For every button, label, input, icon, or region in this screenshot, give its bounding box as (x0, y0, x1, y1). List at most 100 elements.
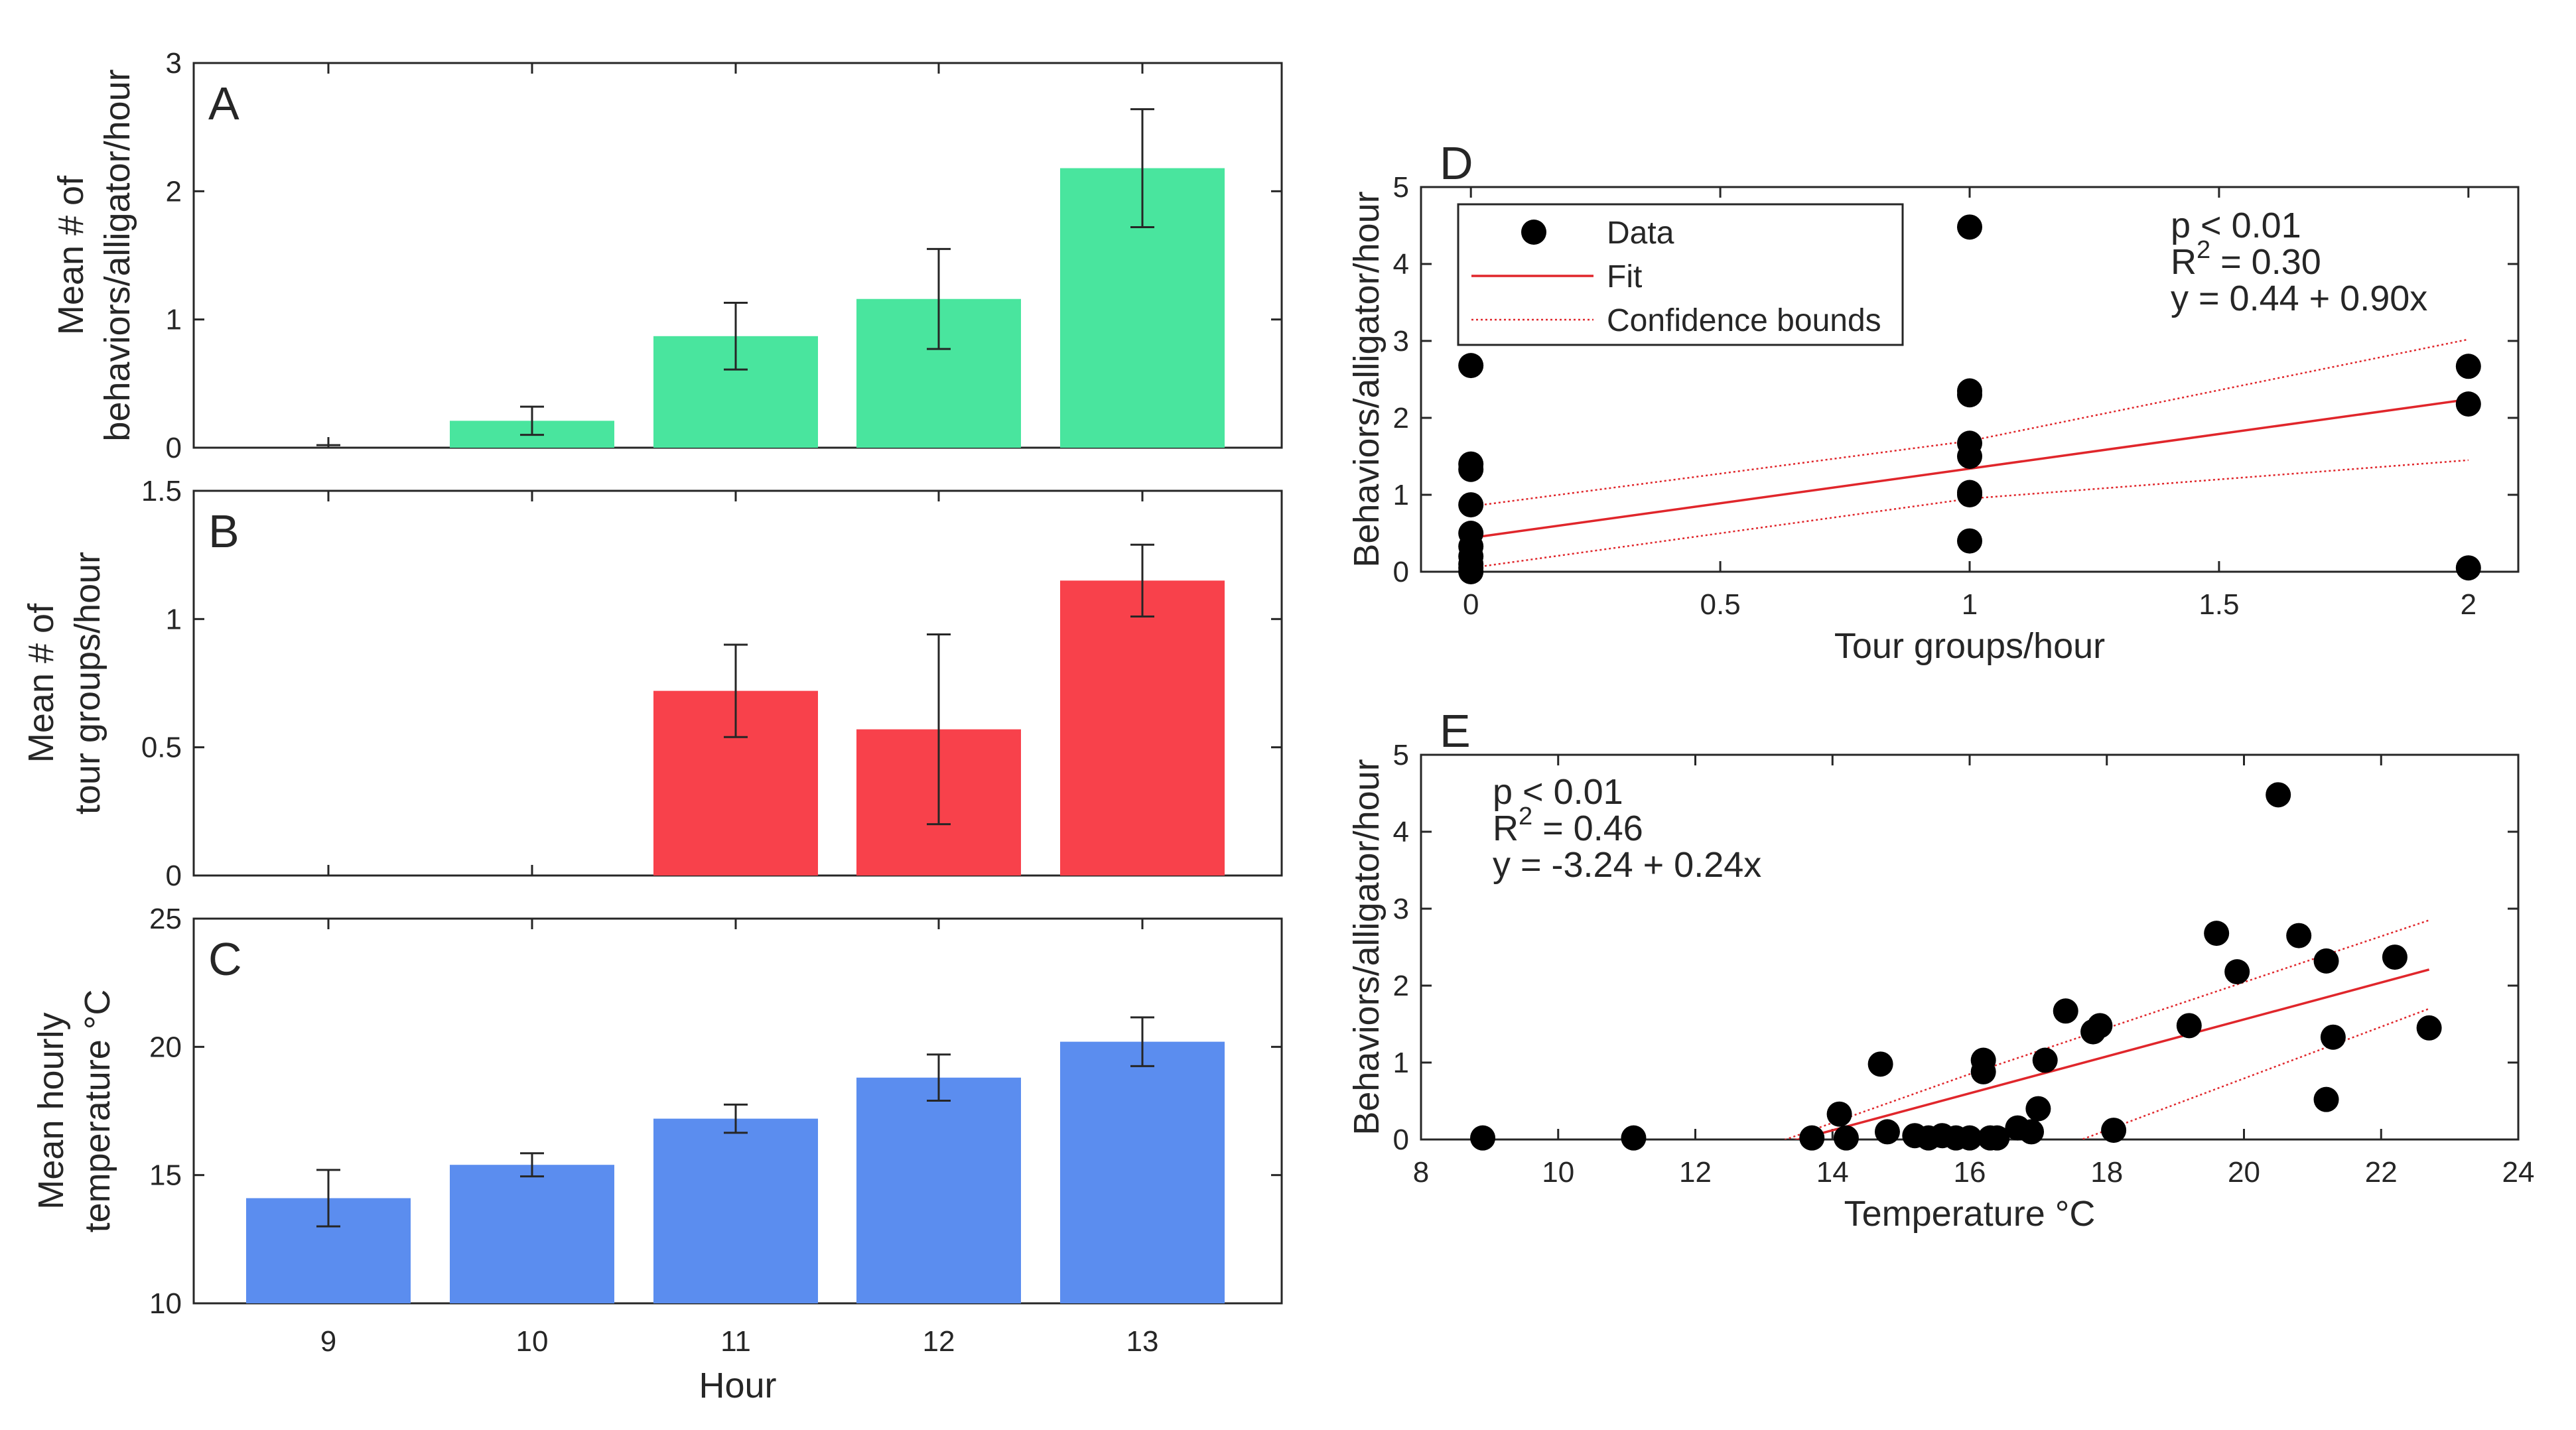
data-point (2101, 1118, 2127, 1143)
panel-c: 10 15 20 25 C Mean hourly temperature °C 9 10 11 1… (31, 903, 1283, 1405)
y-axis-label: Behaviors/alligator/hour (1347, 759, 1387, 1135)
x-tick-label: 11 (720, 1325, 751, 1358)
x-tick-label: 12 (923, 1325, 955, 1358)
y-tick-label: 0 (1393, 1124, 1409, 1156)
x-tick-label: 2 (2461, 588, 2476, 621)
r-superscript: 2 (2197, 236, 2210, 264)
data-point (2455, 555, 2481, 581)
x-tick-label: 16 (1954, 1156, 1986, 1189)
r-superscript: 2 (1519, 803, 1532, 830)
bar (450, 1165, 614, 1303)
r-squared-text: R2 = 0.30 (2171, 236, 2321, 282)
data-point (1867, 1051, 1893, 1077)
data-point (2204, 921, 2230, 946)
x-axis-label: Temperature °C (1844, 1194, 2096, 1234)
x-axis-label: Hour (699, 1366, 776, 1405)
y-tick-label: 5 (1393, 171, 1409, 204)
data-point (1470, 1125, 1496, 1151)
data-point (1957, 444, 1982, 469)
y-tick-label: 2 (1393, 402, 1409, 434)
fit-line (1793, 968, 2430, 1139)
y-axis-label: Mean hourly (31, 1012, 71, 1209)
y-tick-label: 25 (149, 903, 182, 935)
panel-label: C (208, 933, 242, 985)
data-point (1458, 353, 1484, 379)
fit-lines (1783, 919, 2430, 1139)
data-point (2019, 1119, 2045, 1145)
y-tick-label: 4 (1393, 816, 1409, 848)
y-tick-label: 3 (166, 47, 182, 80)
x-tick-label: 1.5 (2199, 588, 2239, 621)
y-tick-label: 15 (149, 1159, 182, 1192)
r-squared-value: = 0.46 (1532, 809, 1643, 848)
panel-label: B (208, 505, 239, 557)
y-tick-label: 0.5 (141, 732, 182, 764)
y-tick-label: 1 (1393, 479, 1409, 511)
data-point (1833, 1125, 1859, 1151)
x-tick-label: 9 (320, 1325, 336, 1358)
y-axis-label: Mean # of (21, 603, 61, 763)
panel-label: E (1440, 705, 1471, 757)
y-tick-label: 3 (1393, 893, 1409, 925)
y-tick-label: 1 (1393, 1047, 1409, 1079)
data-point (1799, 1125, 1825, 1151)
p-value-text: p < 0.01 (2171, 206, 2301, 245)
x-tick-label: 0 (1463, 588, 1479, 621)
r-squared-value: = 0.30 (2210, 242, 2321, 282)
y-tick-label: 2 (1393, 970, 1409, 1002)
bar (653, 1118, 818, 1303)
legend-label: Data (1607, 216, 1674, 251)
y-tick-label: 20 (149, 1031, 182, 1063)
confidence-bound-upper (1783, 919, 2430, 1139)
data-point (1957, 528, 1982, 554)
x-tick-label: 13 (1126, 1325, 1159, 1358)
equation-text: y = 0.44 + 0.90x (2171, 279, 2427, 318)
bar (1060, 580, 1225, 876)
data-point (2176, 1013, 2202, 1039)
data-point (2313, 1086, 2339, 1112)
panel-label: A (208, 78, 239, 129)
data-point (1874, 1119, 1900, 1145)
data-point (2320, 1024, 2346, 1050)
bar (1060, 1041, 1225, 1303)
panel-d: 0 1 2 3 4 5 0 0.5 1 1.5 2 Tour groups/hour Behaviors… (1347, 137, 2520, 666)
x-tick-label: 0.5 (1700, 588, 1741, 621)
x-tick-label: 10 (516, 1325, 549, 1358)
data-point (1458, 456, 1484, 482)
x-tick-label: 24 (2502, 1156, 2535, 1189)
y-tick-label: 2 (166, 175, 182, 208)
data-point (2313, 948, 2339, 974)
bar (856, 1077, 1021, 1303)
panel-b: 0 0.5 1 1.5 B Mean # of tour groups/hour (21, 475, 1283, 892)
y-tick-label: 0 (166, 860, 182, 892)
confidence-bound-lower (1471, 459, 2469, 569)
data-point (1957, 1125, 1982, 1151)
data-point (2224, 959, 2250, 985)
plot-area (1420, 753, 2520, 1141)
data-point (1984, 1125, 2010, 1151)
y-tick-label: 1 (166, 603, 182, 635)
data-point (2053, 998, 2078, 1024)
y-tick-label: 3 (1393, 325, 1409, 358)
y-axis-label: temperature °C (78, 990, 117, 1233)
data-point (1957, 214, 1982, 240)
data-point (1957, 382, 1982, 408)
legend-label: Fit (1607, 259, 1642, 294)
data-point (1458, 492, 1484, 518)
y-axis-label: Behaviors/alligator/hour (1347, 191, 1387, 567)
y-tick-label: 0 (166, 432, 182, 464)
data-point (1458, 559, 1484, 584)
panel-label: D (1440, 137, 1473, 189)
legend-data-marker (1521, 220, 1546, 245)
data-point (2286, 923, 2312, 948)
x-tick-label: 1 (1962, 588, 1978, 621)
x-tick-label: 10 (1542, 1156, 1574, 1189)
x-tick-label: 20 (2228, 1156, 2260, 1189)
x-tick-label: 14 (1816, 1156, 1849, 1189)
data-point (1621, 1125, 1647, 1151)
equation-text: y = -3.24 + 0.24x (1493, 845, 1761, 885)
data-point (1970, 1059, 1996, 1084)
y-axis-label: behaviors/alligator/hour (98, 69, 137, 441)
data-point (1957, 482, 1982, 507)
